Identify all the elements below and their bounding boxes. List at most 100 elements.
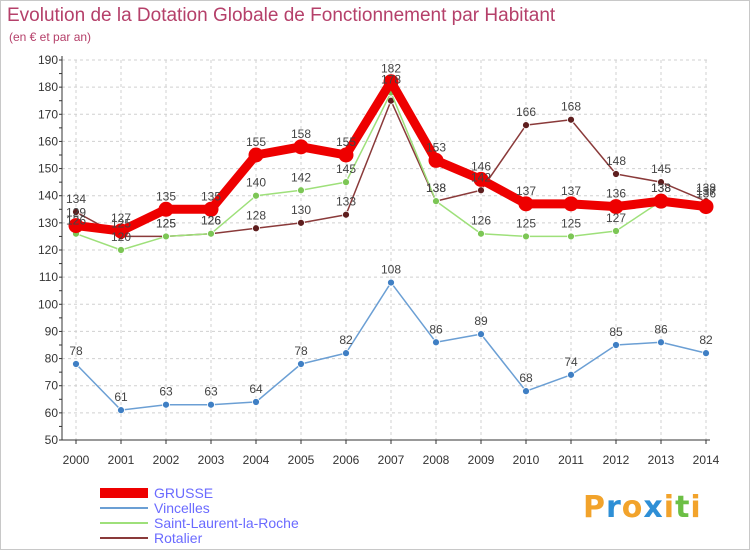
legend-label-rotalier: Rotalier — [154, 530, 203, 546]
data-point — [113, 223, 129, 239]
data-point — [252, 398, 260, 406]
data-point — [473, 171, 489, 187]
y-tick-label: 120 — [38, 243, 58, 257]
y-tick-label: 160 — [38, 134, 58, 148]
data-label: 148 — [606, 154, 626, 168]
y-tick-label: 180 — [38, 80, 58, 94]
legend-label-vincelles: Vincelles — [154, 500, 210, 516]
data-label: 64 — [249, 382, 263, 396]
data-label: 137 — [696, 184, 716, 198]
data-label: 137 — [561, 184, 581, 198]
data-label: 86 — [654, 322, 668, 336]
data-label: 138 — [696, 181, 716, 195]
data-label: 85 — [609, 325, 623, 339]
data-label: 130 — [291, 203, 311, 217]
logo-letter: P — [583, 490, 606, 525]
data-point — [68, 218, 84, 234]
logo-letter: t — [675, 490, 691, 525]
x-tick-label: 2008 — [423, 453, 450, 467]
y-tick-label: 170 — [38, 107, 58, 121]
data-label: 135 — [201, 189, 221, 203]
data-label: 125 — [156, 216, 176, 230]
x-tick-label: 2006 — [333, 453, 360, 467]
data-label: 178 — [381, 73, 401, 87]
y-tick-label: 130 — [38, 216, 58, 230]
data-label: 142 — [291, 170, 311, 184]
data-label: 137 — [516, 184, 536, 198]
data-point — [297, 360, 305, 368]
data-point — [252, 191, 260, 200]
data-label: 63 — [204, 385, 218, 399]
data-point — [657, 178, 665, 187]
x-tick-label: 2013 — [648, 453, 675, 467]
y-tick-label: 150 — [38, 162, 58, 176]
data-label: 128 — [246, 208, 266, 222]
logo-letter: o — [621, 490, 644, 525]
logo-letter: i — [690, 490, 702, 525]
y-tick-label: 90 — [45, 324, 59, 338]
data-label: 134 — [66, 192, 86, 206]
legend-swatch-saint-laurent — [100, 522, 148, 524]
data-label: 125 — [516, 216, 536, 230]
data-point — [567, 115, 575, 124]
data-point — [117, 246, 125, 254]
data-point — [522, 121, 530, 130]
data-point — [207, 229, 215, 238]
data-label: 145 — [336, 162, 356, 176]
data-point — [342, 349, 350, 358]
legend-label-saint-laurent: Saint-Laurent-la-Roche — [154, 515, 299, 531]
data-label: 86 — [429, 322, 443, 336]
data-point — [72, 208, 80, 216]
data-label: 133 — [336, 195, 356, 209]
data-label: 125 — [111, 216, 131, 230]
data-point — [522, 232, 530, 241]
data-point — [563, 196, 579, 212]
data-point — [158, 201, 174, 217]
data-label: 155 — [246, 135, 266, 149]
data-label: 82 — [699, 333, 713, 347]
legend-swatch-rotalier — [100, 537, 148, 539]
data-label: 153 — [426, 140, 446, 154]
data-point — [207, 400, 215, 409]
y-tick-label: 140 — [38, 189, 58, 203]
data-label: 166 — [516, 105, 536, 119]
data-point — [432, 338, 440, 347]
data-point — [293, 139, 309, 155]
data-point — [162, 400, 170, 409]
x-tick-label: 2002 — [153, 453, 180, 467]
y-tick-label: 70 — [45, 379, 59, 393]
data-point — [477, 186, 485, 195]
data-label: 142 — [471, 170, 491, 184]
data-label: 78 — [294, 344, 308, 358]
data-label: 136 — [606, 187, 626, 201]
data-label: 158 — [291, 127, 311, 141]
data-point — [252, 224, 260, 233]
x-tick-label: 2003 — [198, 453, 225, 467]
data-label: 155 — [336, 135, 356, 149]
data-point — [162, 232, 170, 241]
data-point — [117, 406, 125, 415]
data-point — [477, 229, 485, 238]
data-point — [342, 210, 350, 219]
x-tick-label: 2004 — [243, 453, 270, 467]
data-point — [612, 170, 620, 178]
data-label: 120 — [111, 230, 131, 244]
data-label: 127 — [606, 211, 626, 225]
chart-subtitle: (en € et par an) — [9, 30, 92, 44]
data-label: 126 — [201, 214, 221, 228]
y-tick-label: 190 — [38, 53, 58, 67]
data-label: 146 — [471, 159, 491, 173]
data-point — [522, 387, 530, 396]
data-label: 126 — [66, 214, 86, 228]
legend-swatch-grusse — [100, 488, 148, 498]
logo-letter: i — [663, 490, 676, 525]
data-label: 68 — [519, 371, 533, 385]
data-label: 61 — [114, 390, 128, 404]
data-point — [657, 338, 665, 347]
legend-label-grusse: GRUSSE — [154, 485, 214, 501]
legend-item-vincelles: Vincelles — [100, 501, 210, 515]
data-label: 140 — [246, 176, 266, 190]
data-label: 126 — [201, 214, 221, 228]
chart-title: Evolution de la Dotation Globale de Fonc… — [7, 5, 556, 26]
